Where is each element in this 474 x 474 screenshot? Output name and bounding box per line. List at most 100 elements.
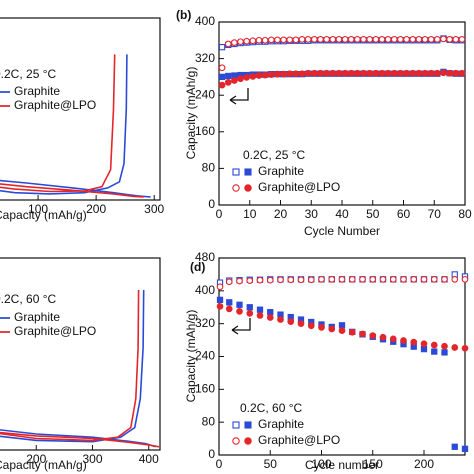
charge-point (421, 36, 429, 43)
panel-label: (b) (176, 8, 191, 22)
legend-swatch (244, 184, 252, 192)
curve (0, 179, 151, 198)
charge-point (433, 36, 441, 43)
condition-note: 0.2C, 60 °C (0, 292, 56, 306)
legend-label: Graphite@LPO (14, 324, 96, 338)
charge-point (307, 276, 315, 284)
legend-label: Graphite@LPO (258, 180, 340, 194)
x-tick-label: 100 (311, 457, 331, 471)
discharge-point (409, 69, 417, 77)
discharge-point (307, 322, 315, 330)
discharge-point (256, 306, 264, 313)
charge-point (452, 36, 460, 43)
charge-point (246, 277, 254, 284)
x-tick-label: 0 (216, 207, 223, 221)
discharge-point (218, 73, 226, 81)
discharge-point (420, 340, 428, 348)
discharge-point (246, 310, 254, 317)
discharge-point (458, 69, 466, 77)
discharge-point (317, 69, 324, 77)
charge-point (328, 275, 336, 283)
charge-point (255, 36, 263, 44)
discharge-point (369, 332, 377, 339)
x-tick-label: 200 (26, 452, 46, 466)
discharge-point (225, 305, 233, 313)
y-tick-label: 400 (195, 283, 215, 297)
discharge-point (216, 303, 224, 310)
charge-point (266, 276, 274, 284)
discharge-point (390, 69, 398, 77)
charge-point (267, 36, 275, 44)
charge-point (236, 277, 243, 285)
plot-frame (218, 257, 466, 456)
discharge-point (216, 296, 224, 304)
charge-point (318, 275, 325, 283)
charge-point (335, 36, 343, 43)
charge-point (297, 276, 305, 284)
plot-frame (218, 21, 466, 206)
charge-point (378, 36, 386, 43)
discharge-point (427, 69, 435, 77)
discharge-point (341, 69, 349, 77)
x-tick-label: 60 (397, 207, 411, 221)
x-tick-label: 10 (243, 207, 257, 221)
x-tick-label: 70 (428, 207, 442, 221)
charge-point (224, 40, 232, 48)
legend-label: Graphite@LPO (258, 433, 340, 447)
charge-point (410, 275, 418, 283)
discharge-point (410, 338, 418, 346)
legend-swatch (232, 437, 240, 445)
discharge-point (224, 79, 232, 86)
charge-point (389, 275, 397, 283)
condition-note: 0.2C, 25 °C (243, 148, 305, 162)
discharge-point (378, 69, 386, 77)
discharge-point (318, 324, 325, 331)
charge-point (397, 36, 404, 43)
discharge-point (274, 70, 281, 78)
discharge-point (359, 330, 366, 338)
charge-point (366, 36, 374, 43)
x-tick-label: 80 (458, 207, 472, 221)
discharge-point (267, 309, 274, 316)
x-axis-label: Cycle Number (304, 224, 380, 238)
charge-point (280, 36, 287, 44)
axis-arrow (231, 318, 251, 335)
y-tick-label: 80 (202, 161, 216, 175)
curve (0, 54, 128, 195)
charge-point (390, 36, 398, 43)
charge-point (317, 36, 324, 43)
x-tick-label: 150 (363, 457, 383, 471)
discharge-point (236, 301, 243, 308)
legend-swatch (232, 168, 240, 176)
x-tick-label: 30 (305, 207, 319, 221)
discharge-point (310, 69, 318, 77)
curve (0, 289, 145, 443)
condition-note: 0.2C, 60 °C (240, 401, 302, 415)
charge-point (231, 39, 238, 46)
charge-point (403, 36, 410, 43)
plot-frame (0, 17, 161, 201)
discharge-point (397, 69, 404, 77)
discharge-point (451, 443, 458, 450)
y-tick-label: 240 (195, 87, 215, 101)
y-tick-label: 160 (195, 382, 215, 396)
charge-point (409, 36, 417, 43)
discharge-point (433, 69, 441, 77)
x-axis-label: Capacity (mAh/g) (0, 208, 87, 222)
discharge-point (452, 69, 460, 77)
discharge-point (267, 71, 275, 78)
discharge-point (441, 349, 448, 356)
y-tick-label: 0 (208, 447, 215, 461)
discharge-point (261, 71, 269, 79)
discharge-point (225, 72, 232, 80)
charge-point (249, 37, 257, 45)
discharge-point (335, 69, 343, 77)
charge-point (354, 36, 361, 43)
charge-point (256, 276, 264, 284)
discharge-point (384, 69, 392, 77)
charge-point (216, 283, 224, 291)
panel-label: (d) (190, 260, 205, 274)
charge-point (243, 37, 251, 45)
x-tick-label: 200 (86, 202, 106, 216)
